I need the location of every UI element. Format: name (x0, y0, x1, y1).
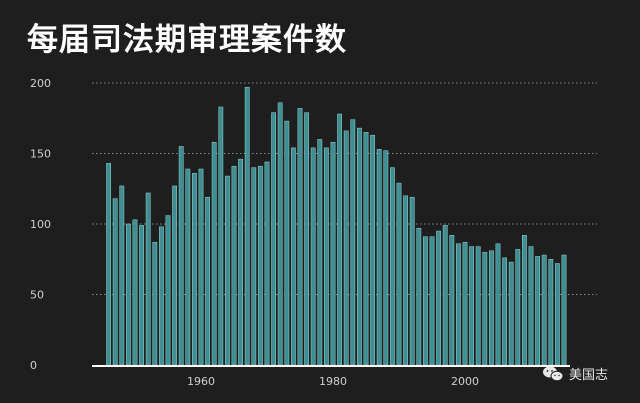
bar-1985 (363, 132, 369, 366)
bar-1976 (304, 112, 310, 366)
bar-1960 (198, 168, 204, 366)
bar-1996 (436, 230, 442, 366)
bar-1958 (185, 168, 191, 366)
x-tick-label: 1980 (319, 375, 347, 388)
bar-1965 (231, 165, 237, 366)
bar-1993 (416, 227, 422, 366)
y-tick-label: 200 (30, 77, 51, 90)
bar-1991 (403, 195, 409, 366)
bar-1984 (357, 127, 362, 366)
bar-1977 (310, 147, 316, 366)
bar-1986 (370, 134, 376, 366)
bar-1948 (119, 185, 125, 366)
bar-2004 (489, 250, 494, 366)
bar-1954 (159, 226, 164, 366)
bar-2007 (508, 261, 514, 366)
bar-2006 (502, 257, 508, 366)
bar-2009 (522, 235, 527, 366)
watermark-text: 美国志 (569, 368, 609, 383)
bar-1997 (442, 225, 448, 366)
x-tick-labels: 1960 1980 2000 (187, 375, 479, 388)
bar-1963 (218, 106, 224, 366)
bar-1975 (297, 108, 303, 366)
bar-1968 (251, 167, 257, 366)
x-tick-label: 2000 (451, 375, 479, 388)
y-tick-label: 0 (30, 359, 37, 372)
bar-1994 (423, 236, 428, 366)
bar-1947 (112, 198, 118, 366)
bar-1995 (429, 236, 435, 366)
bar-2003 (482, 251, 488, 366)
bar-1961 (205, 196, 210, 366)
bar-1949 (126, 223, 131, 366)
bar-2008 (515, 249, 521, 366)
bar-1969 (258, 165, 263, 366)
bar-2002 (475, 246, 481, 366)
bar-1979 (324, 147, 329, 366)
bar-1946 (106, 163, 111, 366)
y-tick-label: 150 (30, 148, 51, 161)
bar-1953 (152, 242, 158, 366)
bar-1982 (343, 130, 349, 366)
y-tick-label: 100 (30, 218, 51, 231)
bar-2005 (495, 243, 501, 366)
bar-1999 (456, 243, 461, 366)
bar-1989 (390, 167, 395, 366)
bar-1959 (192, 172, 197, 366)
bar-1980 (330, 141, 336, 366)
bar-1955 (165, 215, 171, 366)
bars (106, 86, 567, 366)
bar-1956 (172, 185, 177, 366)
y-tick-label: 50 (30, 289, 44, 302)
watermark: 美国志 (542, 364, 608, 383)
bar-1981 (337, 113, 343, 366)
bar-1964 (225, 175, 230, 366)
bar-1952 (145, 192, 151, 366)
bar-1962 (211, 141, 217, 366)
bar-1992 (409, 196, 415, 366)
chart-title: 每届司法期审理案件数 (27, 22, 347, 58)
y-tick-labels: 0 50 100 150 200 (30, 77, 51, 372)
bar-1987 (376, 149, 382, 366)
bar-1966 (238, 158, 243, 366)
bar-1972 (277, 102, 283, 366)
bar-1970 (264, 161, 270, 366)
bar-1988 (383, 150, 389, 366)
bar-2000 (462, 242, 468, 366)
bar-1978 (317, 139, 323, 366)
chat-bubbles-icon (543, 366, 564, 381)
bar-1971 (271, 112, 277, 366)
x-tick-label: 1960 (187, 375, 215, 388)
bar-1990 (396, 182, 402, 366)
bar-2001 (469, 246, 475, 366)
bar-2012 (541, 254, 547, 366)
bar-2013 (548, 259, 554, 366)
bar-2015 (561, 254, 567, 366)
bar-1950 (132, 219, 138, 366)
bar-2014 (555, 263, 560, 366)
bar-1967 (244, 86, 250, 366)
bar-2010 (528, 246, 534, 366)
bar-1983 (350, 119, 356, 366)
bar-1974 (291, 147, 296, 366)
bar-1973 (284, 120, 290, 366)
bar-2011 (535, 256, 541, 366)
bar-1951 (139, 225, 144, 366)
bar-1998 (449, 235, 455, 366)
bar-1957 (178, 146, 184, 366)
